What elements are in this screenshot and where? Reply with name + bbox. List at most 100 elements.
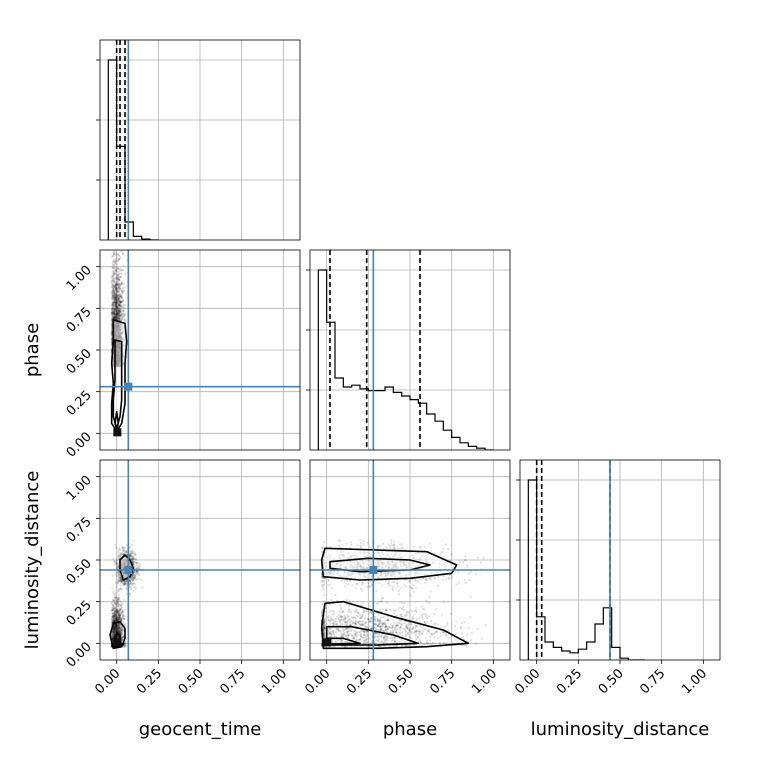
sample-point xyxy=(113,261,117,264)
sample-point xyxy=(112,292,115,295)
sample-point xyxy=(115,318,119,321)
sample-point xyxy=(132,539,135,542)
sample-point xyxy=(114,243,116,245)
sample-point xyxy=(112,301,115,305)
sample-point xyxy=(114,628,117,631)
sample-point xyxy=(114,307,117,310)
sample-point xyxy=(111,304,115,307)
sample-point xyxy=(115,300,118,303)
sample-point xyxy=(118,286,121,289)
sample-point xyxy=(118,309,121,312)
sample-point xyxy=(122,315,125,318)
sample-point xyxy=(115,316,118,319)
sample-point xyxy=(112,614,115,617)
sample-point xyxy=(123,286,126,289)
sample-point xyxy=(113,593,116,596)
sample-point xyxy=(113,610,116,614)
sample-point xyxy=(115,616,118,620)
sample-point xyxy=(115,618,118,622)
sample-point xyxy=(111,636,114,640)
sample-point xyxy=(116,299,120,302)
sample-point xyxy=(115,624,118,627)
sample-point xyxy=(111,629,115,633)
sample-point xyxy=(388,584,392,587)
sample-point xyxy=(115,601,118,604)
sample-point xyxy=(120,588,123,591)
sample-point xyxy=(113,612,117,615)
sample-point xyxy=(123,306,126,309)
sample-point xyxy=(112,635,115,638)
sample-point xyxy=(117,290,120,293)
sample-point xyxy=(113,607,116,610)
sample-point xyxy=(121,609,124,613)
sample-point xyxy=(111,293,114,296)
sample-point xyxy=(119,256,122,259)
sample-point xyxy=(112,295,116,298)
sample-point xyxy=(115,616,119,619)
sample-point xyxy=(116,626,119,630)
sample-point xyxy=(115,627,118,630)
sample-point xyxy=(122,611,125,614)
sample-point xyxy=(122,616,125,619)
sample-point xyxy=(114,286,118,289)
sample-point xyxy=(121,626,124,629)
sample-point xyxy=(117,317,121,320)
sample-point xyxy=(117,635,120,638)
sample-point xyxy=(120,295,123,298)
sample-point xyxy=(122,635,125,638)
sample-point xyxy=(115,610,119,613)
sample-point xyxy=(118,603,121,606)
sample-point xyxy=(114,294,118,297)
sample-point xyxy=(112,252,116,255)
sample-point xyxy=(131,584,134,587)
sample-point xyxy=(116,290,119,293)
sample-point xyxy=(114,613,118,616)
sample-point xyxy=(114,624,118,627)
sample-point xyxy=(114,297,117,301)
sample-point xyxy=(120,283,124,286)
sample-point xyxy=(114,291,117,294)
sample-point xyxy=(113,284,117,287)
sample-point xyxy=(118,311,121,314)
sample-point xyxy=(116,635,119,638)
sample-point xyxy=(114,596,117,599)
sample-point xyxy=(116,625,119,628)
sample-point xyxy=(112,314,115,317)
sample-point xyxy=(381,584,384,587)
sample-point xyxy=(116,313,119,316)
sample-point xyxy=(115,619,119,622)
sample-point xyxy=(119,298,122,301)
sample-point xyxy=(117,636,120,639)
sample-point xyxy=(118,303,121,307)
scatter-phase-luminosity_distance xyxy=(320,539,487,650)
sample-point xyxy=(398,593,401,596)
sample-point xyxy=(113,624,116,628)
sample-point xyxy=(115,281,118,285)
sample-point xyxy=(110,313,114,316)
sample-point xyxy=(116,290,119,293)
sample-point xyxy=(114,302,117,305)
sample-point xyxy=(114,626,118,629)
sample-point xyxy=(116,289,119,292)
sample-point xyxy=(116,616,119,619)
sample-point xyxy=(112,614,115,617)
sample-point xyxy=(117,617,121,620)
sample-point xyxy=(113,631,116,635)
sample-point xyxy=(112,234,114,236)
sample-point xyxy=(112,302,116,305)
sample-point xyxy=(111,617,114,620)
sample-point xyxy=(112,290,115,293)
sample-point xyxy=(340,579,343,582)
sample-point xyxy=(120,296,124,299)
sample-point xyxy=(116,312,119,316)
sample-point xyxy=(116,628,120,631)
sample-point xyxy=(131,552,134,555)
sample-point xyxy=(124,642,127,645)
sample-point xyxy=(114,266,117,269)
sample-point xyxy=(115,289,118,292)
sample-point xyxy=(122,289,126,292)
sample-point xyxy=(111,292,115,295)
sample-point xyxy=(124,312,127,315)
sample-point xyxy=(111,598,115,602)
sample-point xyxy=(396,585,399,588)
